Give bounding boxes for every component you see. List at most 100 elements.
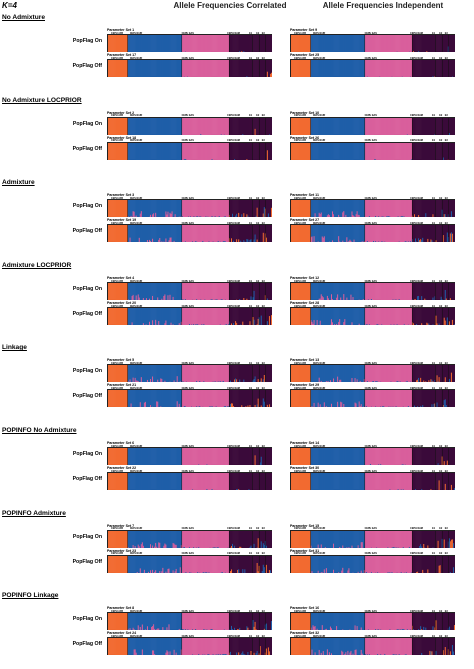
ancestry-bar (404, 473, 407, 490)
ancestry-bar (261, 307, 264, 325)
ancestry-bar (198, 60, 200, 77)
population-label: CEPH AFR (294, 139, 307, 143)
parameter-set-label: Parameter Set 12 (290, 275, 320, 280)
ancestry-bar (167, 448, 169, 465)
admixture-segment (159, 542, 161, 548)
ancestry-bar (425, 35, 427, 52)
ancestry-bar (121, 142, 123, 160)
ancestry-bar (314, 35, 316, 52)
ancestry-bar (448, 60, 451, 77)
ancestry-bar (306, 282, 308, 300)
ancestry-bar (137, 200, 140, 218)
ancestry-bar (248, 473, 250, 490)
ancestry-bar (339, 60, 341, 77)
ancestry-bar (384, 60, 386, 77)
ancestry-bar (322, 142, 325, 160)
ancestry-bar (130, 365, 132, 383)
ancestry-bar (332, 200, 334, 218)
ancestry-bar (408, 225, 411, 243)
admixture-segment (202, 241, 204, 243)
ancestry-bar (116, 365, 118, 383)
ancestry-bar (398, 200, 400, 218)
ancestry-bar (252, 473, 254, 490)
population-label: E2 (439, 387, 443, 391)
ancestry-bar (156, 530, 158, 548)
population-label: CEPH AFR (294, 304, 307, 308)
ancestry-bar (195, 60, 197, 77)
admixture-segment (328, 215, 331, 218)
admixture-segment (430, 379, 432, 383)
ancestry-bar (257, 473, 259, 490)
ancestry-bar (233, 60, 235, 77)
ancestry-bar (388, 307, 390, 325)
ancestry-bar (432, 142, 434, 160)
ancestry-bar (199, 35, 201, 52)
ancestry-bar (366, 473, 369, 490)
ancestry-bar (325, 473, 328, 490)
ancestry-bar (391, 282, 393, 300)
structure-barplot (107, 472, 272, 490)
ancestry-bar (385, 473, 387, 490)
admixture-segment (129, 237, 131, 243)
ancestry-bar (449, 448, 452, 465)
ancestry-bar (171, 530, 173, 548)
ancestry-bar (212, 225, 214, 243)
structure-barplot (290, 364, 455, 383)
population-label: CEPH NAM (227, 56, 240, 60)
ancestry-bar (143, 35, 146, 52)
ancestry-bar (396, 35, 398, 52)
ancestry-bar (216, 117, 218, 135)
row-label-popflag: PopFlag Off (72, 63, 102, 69)
ancestry-bar (214, 60, 216, 77)
ancestry-bar (347, 390, 349, 408)
ancestry-bar (399, 448, 401, 465)
ancestry-bar (390, 390, 392, 408)
population-label: E1 (249, 362, 253, 366)
ancestry-bar (115, 225, 117, 243)
ancestry-bar (204, 117, 206, 135)
ancestry-bar (207, 142, 209, 160)
ancestry-bar (160, 200, 162, 218)
ancestry-bar (244, 365, 246, 383)
admixture-segment (326, 295, 329, 300)
ancestry-bar (209, 200, 211, 218)
ancestry-bar (179, 282, 182, 300)
admixture-segment (226, 406, 229, 408)
ancestry-bar (119, 142, 121, 160)
ancestry-bar (415, 35, 417, 52)
population-label: E1 (249, 444, 253, 448)
ancestry-bar (141, 282, 144, 300)
ancestry-bar (164, 530, 166, 548)
ancestry-bar (319, 448, 322, 465)
ancestry-bar (443, 365, 446, 383)
ancestry-bar (306, 473, 308, 490)
admixture-segment (224, 241, 227, 243)
ancestry-bar (226, 282, 229, 300)
parameter-set-label: Parameter Set 13 (290, 358, 320, 363)
ancestry-bar (136, 225, 139, 243)
ancestry-bar (174, 448, 176, 465)
admixture-segment (211, 406, 213, 408)
admixture-segment (142, 297, 145, 300)
ancestry-bar (180, 390, 183, 408)
ancestry-bar (132, 142, 134, 160)
ancestry-bar (407, 60, 410, 77)
ancestry-bar (338, 117, 340, 135)
admixture-segment (246, 76, 248, 77)
ancestry-bar (126, 60, 128, 77)
admixture-segment (205, 216, 207, 218)
admixture-segment (243, 51, 245, 52)
ancestry-bar (385, 282, 387, 300)
ancestry-bar (420, 473, 422, 490)
ancestry-bar (356, 448, 358, 465)
ancestry-bar (400, 225, 402, 243)
ancestry-bar (301, 60, 303, 77)
ancestry-bar (115, 142, 117, 160)
admixture-segment (432, 214, 434, 218)
ancestry-bar (424, 282, 426, 300)
ancestry-bar (294, 142, 296, 160)
ancestry-bar (441, 473, 443, 490)
ancestry-bar (453, 142, 455, 160)
ancestry-bar (159, 473, 161, 490)
admixture-segment (350, 241, 352, 243)
